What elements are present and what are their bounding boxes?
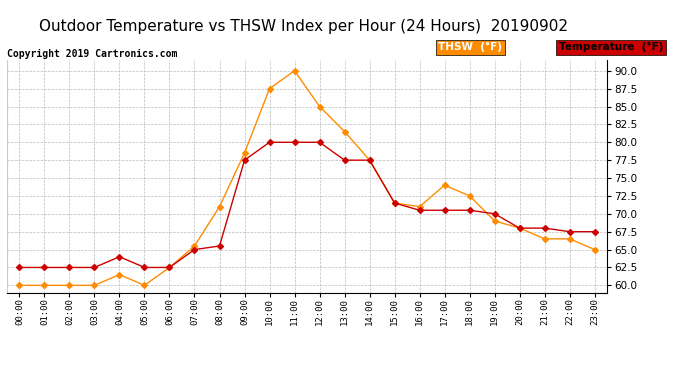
Text: Copyright 2019 Cartronics.com: Copyright 2019 Cartronics.com	[7, 49, 177, 59]
Text: Temperature  (°F): Temperature (°F)	[559, 42, 663, 52]
Text: THSW  (°F): THSW (°F)	[438, 42, 502, 52]
Text: Outdoor Temperature vs THSW Index per Hour (24 Hours)  20190902: Outdoor Temperature vs THSW Index per Ho…	[39, 19, 568, 34]
